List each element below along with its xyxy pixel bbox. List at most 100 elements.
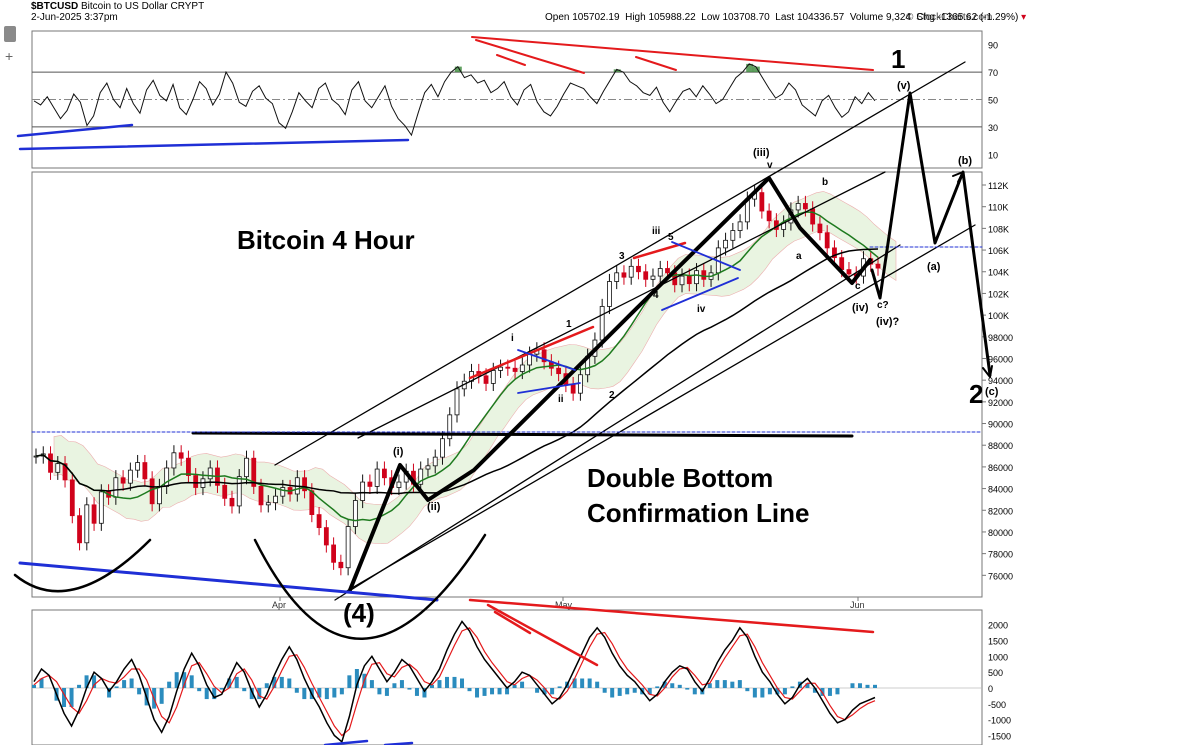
macd-histogram-bar [587, 678, 592, 688]
wave-sub-label: i [511, 333, 514, 344]
confirmation-label-2: Confirmation Line [587, 498, 809, 528]
macd-histogram-bar [865, 684, 870, 688]
candle-body [824, 232, 830, 249]
candle-body [331, 544, 337, 563]
candle-body [382, 468, 387, 479]
candle-body [193, 475, 199, 488]
chg-label: Chg [916, 12, 935, 23]
candle-body [98, 491, 104, 524]
candle-body [803, 203, 808, 210]
wave-label-4-paren: (4) [343, 598, 375, 628]
x-tick-label: May [555, 600, 573, 610]
price-tick-label: 112K [988, 181, 1008, 191]
bottom-arc-left [13, 538, 152, 593]
candle-body [846, 269, 852, 275]
candle-body [607, 281, 612, 307]
candle-body [178, 452, 184, 459]
candle-body [723, 239, 728, 249]
blue-wedge-3 [671, 241, 741, 271]
macd-histogram-bar [84, 675, 89, 688]
macd-histogram-bar [174, 672, 179, 688]
candle-body [643, 271, 649, 280]
panel-toggle-button[interactable] [4, 26, 16, 42]
macd-histogram-bar [760, 688, 765, 698]
candle-body [810, 208, 816, 225]
rsi-red-line-4 [496, 54, 526, 66]
macd-histogram-bar [490, 688, 495, 695]
macd-histogram-bar [812, 688, 817, 693]
macd-histogram-bar [572, 678, 577, 688]
price-tick-label: 92000 [988, 398, 1013, 408]
wave-sub-label: b [822, 177, 828, 188]
candle-body [759, 192, 765, 212]
price-tick-label: 94000 [988, 376, 1013, 386]
candle-body [91, 504, 97, 524]
macd-histogram-bar [384, 688, 389, 696]
macd-histogram-bar [692, 688, 697, 695]
candle-body [512, 367, 518, 372]
price-layer: 112K 110K 108K 106K 104K 102K 100K 98000 96000 94… [33, 181, 1013, 610]
candle-body [875, 263, 881, 269]
macd-histogram-bar [369, 680, 374, 688]
macd-histogram-bar [670, 683, 675, 688]
macd-histogram-bar [580, 678, 585, 688]
rsi-blue-line-1 [16, 123, 134, 138]
channel-lower-line [344, 224, 976, 593]
candle-body [454, 388, 460, 416]
candle-body [505, 366, 511, 369]
candle-body [519, 364, 525, 372]
price-tick-label: 100K [988, 311, 1009, 321]
candle-body [599, 306, 605, 341]
candle-body [265, 502, 271, 506]
macd-tick-label: 1000 [988, 652, 1008, 662]
macd-histogram-bar [482, 688, 487, 696]
open-value: 105702.19 [572, 12, 620, 23]
low-label: Low [701, 12, 720, 23]
wave-minor-label: (iv)? [876, 316, 900, 328]
price-tick-label: 98000 [988, 333, 1013, 343]
candle-body [766, 210, 772, 222]
price-tick-label: 108K [988, 224, 1009, 234]
macd-histogram-bar [782, 688, 787, 695]
chart-date: 2-Jun-2025 3:37pm [31, 12, 118, 23]
wave-sub-label: v [767, 160, 773, 171]
rsi-overbought-fill [613, 69, 621, 73]
candle-body [527, 353, 532, 366]
macd-histogram-bar [835, 688, 840, 695]
macd-histogram-bar [827, 688, 832, 696]
macd-histogram-bar [62, 688, 67, 707]
macd-histogram-bar [189, 675, 194, 688]
price-tick-label: 78000 [988, 550, 1013, 560]
candle-body [541, 349, 547, 363]
candle-body [737, 221, 743, 231]
price-tick-label: 110K [988, 203, 1008, 213]
rsi-overbought-fill [746, 63, 754, 73]
macd-histogram-bar [77, 684, 82, 688]
macd-histogram-bar [32, 684, 36, 688]
down-arrow-icon: ▾ [1021, 12, 1027, 23]
candle-body [795, 203, 801, 211]
candle-body [432, 456, 438, 467]
rsi-tick-label: 70 [988, 68, 998, 78]
candle-body [628, 265, 634, 278]
macd-histogram-bar [287, 678, 292, 688]
rsi-tick-label: 30 [988, 123, 998, 133]
x-tick-label: Jun [850, 600, 865, 610]
macd-tick-label: 500 [988, 668, 1003, 678]
channel-upper-line [274, 61, 966, 466]
add-panel-icon[interactable]: + [5, 48, 14, 64]
price-tick-label: 104K [988, 268, 1009, 278]
macd-histogram-bar [137, 688, 142, 695]
macd-histogram-bar [234, 676, 239, 688]
macd-histogram-bar [407, 688, 412, 690]
symbol-label: $BTCUSD Bitcoin to US Dollar CRYPT [31, 1, 204, 12]
macd-tick-label: -1000 [988, 716, 1011, 726]
macd-histogram-bar [722, 680, 727, 688]
rsi-layer: 90 70 50 30 10 [32, 41, 998, 160]
wave-sub-label: c? [877, 300, 889, 311]
candle-body [418, 468, 424, 485]
wave-minor-label: (a) [927, 261, 941, 273]
candle-body [345, 526, 351, 569]
channel-lower-line-2 [334, 244, 901, 601]
